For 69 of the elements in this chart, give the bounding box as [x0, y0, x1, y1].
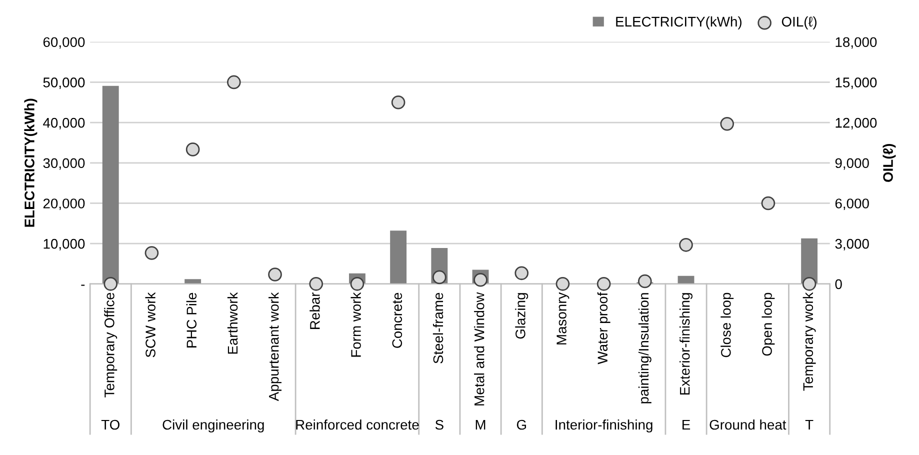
x-tick-label: Appurtenant work	[268, 292, 282, 402]
point	[144, 246, 159, 260]
point	[596, 277, 611, 291]
text: S	[435, 420, 444, 430]
point	[802, 277, 816, 291]
point	[679, 238, 693, 252]
x-tick-label: Form work	[350, 292, 361, 357]
x-tick-label: Temporary work	[802, 292, 816, 391]
x-tick-label: Steel-frame	[432, 292, 444, 364]
point	[268, 268, 282, 282]
point	[227, 75, 241, 90]
point	[474, 272, 488, 287]
y2-tick-label: 15,000	[836, 78, 877, 90]
y2-tick-label: 6,000	[835, 198, 869, 210]
y-tick-label: 40,000	[43, 118, 85, 130]
x-tick-label: SCW work	[145, 292, 156, 358]
point	[309, 277, 324, 291]
text: G	[516, 420, 526, 430]
x-tick-label: Masonry	[556, 292, 570, 344]
bar	[801, 238, 818, 284]
text: TO	[101, 420, 120, 430]
bar	[102, 86, 119, 284]
x-tick-label: Glazing	[515, 293, 528, 339]
point	[638, 274, 652, 288]
text: E	[682, 420, 690, 430]
x-tick-label: Water proof	[597, 292, 610, 364]
text: T	[805, 420, 814, 430]
y2-tick-label: 0	[835, 279, 842, 290]
text: Civil engineering	[162, 419, 264, 432]
point	[514, 266, 529, 280]
y-tick-label: 50,000	[43, 78, 85, 90]
legend-label: OIL(ℓ)	[782, 16, 816, 30]
x-tick-label: PHC Pile	[186, 292, 197, 348]
text: Interior-finishing	[556, 419, 652, 432]
text: Ground heat	[710, 419, 786, 430]
y-tick-label: 60,000	[43, 37, 85, 49]
x-tick-label: Rebar	[310, 292, 320, 329]
text: Reinforced concrete	[296, 419, 419, 430]
y2-tick-label: 3,000	[835, 238, 869, 250]
y-tick-label: 30,000	[43, 158, 85, 170]
y2-tick-label: 12,000	[836, 118, 877, 130]
x-tick-label: Earthwork	[227, 292, 238, 354]
y2-axis-title: OIL(ℓ)	[882, 144, 896, 182]
x-tick-label: Open loop	[762, 292, 775, 356]
bar	[390, 230, 407, 284]
bar	[184, 279, 202, 284]
x-tick-label: Temporary Office	[104, 292, 118, 398]
x-tick-label: painting/Insulation	[638, 293, 652, 404]
x-tick-label: Concrete	[392, 292, 402, 348]
y-tick-label: -	[81, 284, 85, 286]
point	[761, 196, 776, 210]
y-tick-label: 10,000	[44, 238, 85, 250]
y2-tick-label: 9,000	[835, 158, 869, 170]
x-tick-label: Exterior-finishing	[680, 293, 692, 395]
y2-tick-label: 18,000	[836, 37, 877, 49]
y-tick-label: 20,000	[43, 198, 85, 210]
text: M	[476, 420, 486, 430]
x-tick-label: Close loop	[720, 292, 734, 358]
point	[720, 116, 734, 131]
point	[391, 95, 406, 110]
bar	[678, 276, 694, 284]
y-axis-title: ELECTRICITY(kWh)	[24, 98, 38, 227]
point	[432, 270, 446, 284]
point	[556, 277, 570, 291]
point	[104, 277, 118, 291]
x-tick-label: Metal and Window	[474, 292, 484, 406]
point	[350, 277, 364, 291]
point	[186, 142, 200, 156]
legend-label: ELECTRICITY(kWh)	[616, 16, 742, 30]
